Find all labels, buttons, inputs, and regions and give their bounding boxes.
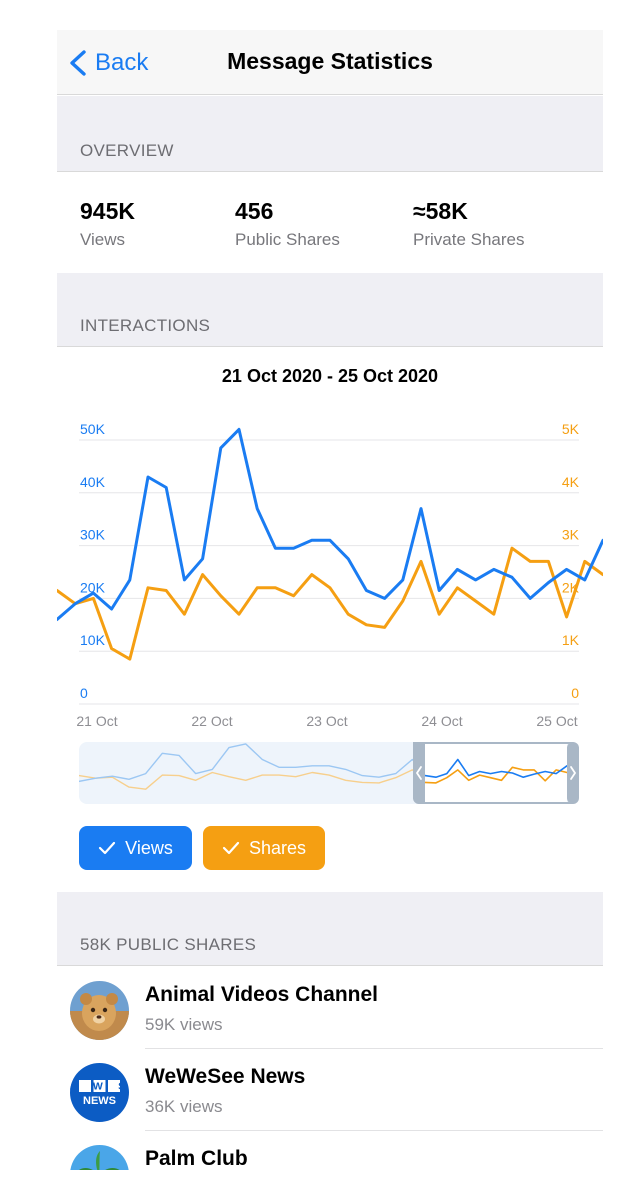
channel-name: WeWeSee News [145, 1065, 306, 1088]
channel-views: 59K views [145, 1015, 223, 1034]
stat-views: 945K Views [80, 198, 135, 250]
y-left-tick-label: 20K [80, 579, 106, 595]
channel-name: Palm Club [145, 1147, 248, 1170]
stat-label: Public Shares [235, 230, 340, 249]
y-left-tick-label: 30K [80, 527, 106, 543]
stat-private-shares: ≈58K Private Shares [413, 198, 525, 250]
shares-series-line [57, 546, 603, 661]
message-statistics-screen: Back Message Statistics OVERVIEW 945K Vi… [57, 30, 603, 1170]
overview-stats: 945K Views 456 Public Shares ≈58K Privat… [57, 173, 603, 273]
chevron-right-icon [570, 766, 577, 780]
public-shares-section-header: 58K PUBLIC SHARES [57, 892, 603, 966]
list-item[interactable]: W W S NEWS WeWeSee News 36K views [57, 1049, 603, 1131]
palm-tree-avatar [70, 1145, 129, 1170]
chevron-left-icon [70, 50, 86, 76]
stat-value: 945K [80, 198, 135, 224]
row-divider [145, 1130, 603, 1131]
views-series-line [57, 427, 603, 621]
range-handle-right-bar [567, 742, 579, 804]
lion-cub-avatar [70, 981, 129, 1040]
y-left-tick-label: 0 [80, 685, 88, 701]
x-tick-label: 23 Oct [306, 713, 347, 729]
window-views-line [424, 758, 568, 779]
y-right-tick-label: 5K [562, 421, 580, 437]
y-right-tick-label: 4K [562, 474, 580, 490]
list-item[interactable]: Animal Videos Channel 59K views [57, 967, 603, 1049]
chart-range-selector[interactable] [79, 742, 579, 804]
stat-value: ≈58K [413, 198, 468, 224]
x-tick-label: 21 Oct [76, 713, 117, 729]
y-right-tick-label: 1K [562, 632, 580, 648]
wws-news-avatar: W W S NEWS [70, 1063, 129, 1122]
y-left-tick-label: 10K [80, 632, 106, 648]
shares-toggle-button[interactable]: Shares [203, 826, 325, 870]
views-toggle-button[interactable]: Views [79, 826, 192, 870]
overview-section-header: OVERVIEW [57, 96, 603, 172]
back-button[interactable]: Back [67, 47, 148, 79]
stat-label: Views [80, 230, 126, 249]
x-tick-label: 24 Oct [421, 713, 462, 729]
public-shares-list: Animal Videos Channel 59K views W W S NE… [57, 967, 603, 1170]
channel-views: 36K views [145, 1097, 223, 1116]
y-left-tick-label: 50K [80, 421, 106, 437]
interactions-chart-card: 21 Oct 2020 - 25 Oct 2020 0 0 10K 1K 20K 2K 30… [57, 348, 603, 892]
row-divider [145, 1048, 603, 1049]
navigation-bar: Back Message Statistics [57, 30, 603, 95]
x-tick-label: 25 Oct [536, 713, 577, 729]
y-left-tick-label: 40K [80, 474, 106, 490]
overview-header-label: OVERVIEW [80, 141, 174, 160]
channel-name: Animal Videos Channel [145, 983, 378, 1006]
interactions-header-label: INTERACTIONS [80, 316, 211, 335]
y-right-tick-label: 0 [571, 685, 579, 701]
views-toggle-label: Views [125, 837, 173, 858]
checkmark-icon [222, 841, 240, 855]
back-button-label: Back [95, 49, 149, 76]
list-item[interactable]: Palm Club [57, 1131, 603, 1170]
range-handle-left-bar [413, 742, 425, 804]
stat-public-shares: 456 Public Shares [235, 198, 340, 250]
stat-label: Private Shares [413, 230, 525, 249]
chevron-left-icon [415, 766, 422, 780]
y-right-tick-label: 3K [562, 527, 580, 543]
interactions-section-header: INTERACTIONS [57, 273, 603, 347]
shares-toggle-label: Shares [248, 837, 307, 858]
chart-date-range: 21 Oct 2020 - 25 Oct 2020 [221, 366, 439, 386]
logo-subtitle: NEWS [83, 1095, 116, 1107]
public-shares-header-label: 58K PUBLIC SHARES [80, 935, 257, 954]
window-shares-line [424, 766, 568, 784]
checkmark-icon [99, 841, 116, 855]
stat-value: 456 [235, 198, 274, 224]
x-tick-label: 22 Oct [191, 713, 232, 729]
logo-letters: W W S [70, 1081, 129, 1093]
page-title: Message Statistics [227, 48, 433, 74]
